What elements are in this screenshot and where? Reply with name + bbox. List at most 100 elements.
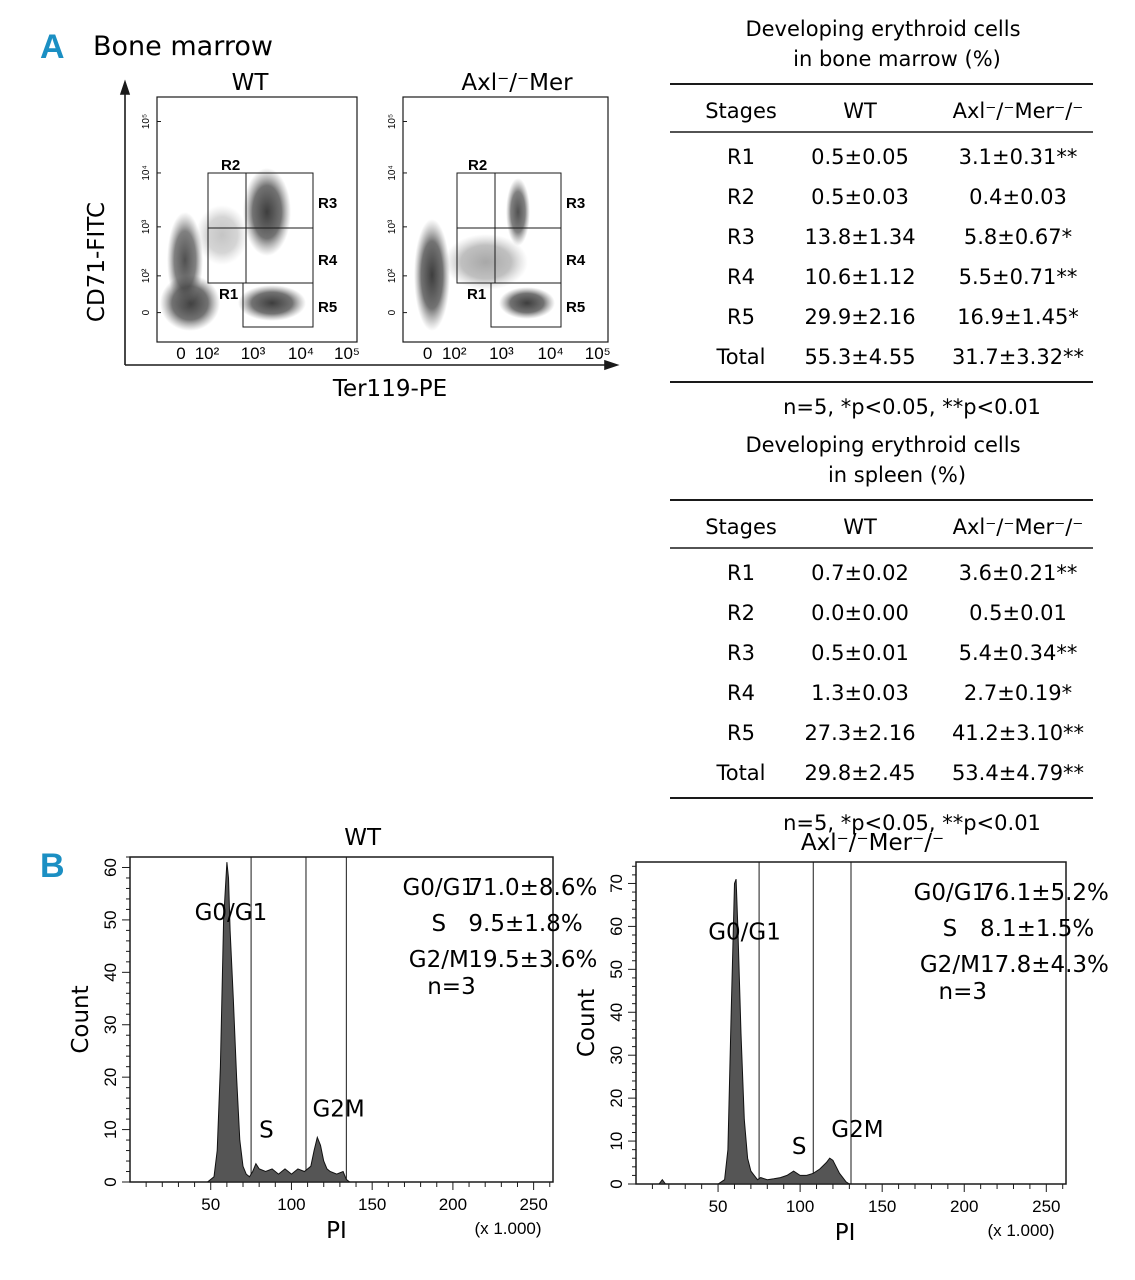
histogram-stat-value: 8.1±1.5% [980, 916, 1094, 942]
table-cell: 53.4±4.79** [952, 761, 1084, 785]
table-cell: 41.2±3.10** [952, 721, 1084, 745]
gate-label: R4 [318, 252, 338, 269]
histogram-y-tick-label: 60 [101, 858, 120, 877]
table-bone-marrow: Developing erythroid cells in bone marrow… [670, 17, 1093, 419]
table-cell: 31.7±3.32** [952, 345, 1084, 369]
table-cell: R5 [727, 721, 755, 745]
histogram-y-tick-label: 0 [607, 1179, 626, 1188]
histogram-y-tick-label: 40 [101, 963, 120, 982]
histogram-x-axis-unit: (x 1.000) [474, 1219, 541, 1238]
gate-label: R1 [467, 286, 486, 303]
table-cell: 29.9±2.16 [804, 305, 915, 329]
table-cell: 0.7±0.02 [811, 561, 909, 585]
flow-x-tick-label: 10⁵ [585, 344, 611, 363]
table-header-cell: Axl⁻/⁻Mer⁻/⁻ [953, 99, 1084, 123]
flow-plot-ko: Axl⁻/⁻Mer R2 R3 R4 R1 R5 [402, 70, 609, 343]
flow-plot-wt-gates [207, 172, 314, 328]
histogram-stat-value: 71.0±8.6% [468, 875, 597, 901]
flow-x-tick-label: 10³ [241, 344, 266, 363]
histogram-area [207, 862, 352, 1183]
flow-y-tick-label: 10⁵ [387, 114, 398, 129]
table-cell: R2 [727, 185, 755, 209]
histogram-x-tick-label: 50 [709, 1197, 728, 1216]
flow-plot-ko-gates [456, 172, 562, 328]
histogram-phase-label: G0/G1 [195, 900, 268, 926]
table-cell: Total [715, 761, 765, 785]
gate-label: R5 [566, 299, 585, 316]
histogram-n: n=3 [427, 974, 475, 1000]
histogram-x-axis-label: PI [835, 1220, 856, 1246]
histogram-frame [129, 856, 554, 1183]
table-cell: 0.5±0.01 [969, 601, 1067, 625]
histogram-y-tick-label: 60 [607, 917, 626, 936]
table-header-cell: WT [843, 99, 877, 123]
histogram-x-tick-label: 100 [277, 1195, 305, 1214]
flow-y-axis-label: CD71-FITC [84, 202, 110, 322]
gate-label: R3 [318, 195, 337, 212]
flow-x-tick-label: 10⁴ [288, 344, 314, 363]
table-cell: R4 [727, 681, 755, 705]
flow-plot-ko-title: Axl⁻/⁻Mer [461, 70, 573, 96]
histogram-y-tick-label: 50 [101, 910, 120, 929]
table-cell: 5.5±0.71** [959, 265, 1078, 289]
table-cell: 3.1±0.31** [959, 145, 1078, 169]
table-title-line2: in spleen (%) [828, 463, 966, 487]
histogram-stat-value: 9.5±1.8% [468, 911, 582, 937]
flow-y-tick-label: 10³ [141, 219, 152, 234]
histogram-y-tick-label: 10 [607, 1132, 626, 1151]
histogram-title: WT [344, 825, 382, 851]
histogram-x-tick-label: 50 [201, 1195, 220, 1214]
histogram-stat-phase: S [431, 911, 446, 937]
table-cell: 13.8±1.34 [804, 225, 915, 249]
histogram-y-tick-label: 40 [607, 1003, 626, 1022]
histogram-x-tick-label: 100 [786, 1197, 814, 1216]
panel-label-a: A [40, 28, 65, 66]
histogram-y-tick-label: 10 [101, 1120, 120, 1139]
histogram-wt: WT 50 100 150 200 250 0 10 20 30 40 50 60 PI (x 1.000)… [68, 825, 597, 1244]
histogram-x-tick-label: 200 [439, 1195, 467, 1214]
flow-y-tick-label: 10⁵ [141, 114, 152, 129]
gate-r5-ko [490, 282, 562, 328]
histogram-phase-label: G2M [831, 1117, 883, 1143]
table-cell: 29.8±2.45 [804, 761, 915, 785]
gate-label: R5 [318, 299, 337, 316]
panel-label-b: B [40, 847, 65, 885]
flow-plot-wt-events [160, 168, 306, 331]
histogram-stat-phase: G2/M [409, 947, 469, 973]
flow-y-tick-label: 10² [387, 268, 398, 283]
gate-label: R2 [221, 157, 240, 174]
histogram-n: n=3 [939, 979, 987, 1005]
table-cell: R1 [727, 561, 755, 585]
histogram-y-axis-label: Count [68, 985, 94, 1053]
table-footnote: n=5, *p<0.05, **p<0.01 [783, 811, 1041, 835]
gate-label: R2 [468, 157, 487, 174]
table-header-cell: WT [843, 515, 877, 539]
flow-plot-wt-title: WT [232, 70, 270, 96]
histogram-stat-phase: G2/M [920, 952, 980, 978]
table-cell: 10.6±1.12 [804, 265, 915, 289]
histogram-x-tick-label: 150 [358, 1195, 386, 1214]
flow-x-axis-label: Ter119-PE [332, 376, 447, 402]
table-cell: 2.7±0.19* [964, 681, 1072, 705]
histogram-y-axis-label: Count [574, 989, 600, 1057]
table-cell: 16.9±1.45* [957, 305, 1079, 329]
histogram-y-tick-label: 50 [607, 960, 626, 979]
table-cell: R3 [727, 641, 755, 665]
table-title-line2: in bone marrow (%) [793, 47, 1001, 71]
flow-plot-ko-gate-labels: R2 R3 R4 R1 R5 [467, 157, 586, 316]
table-header-cell: Stages [705, 99, 777, 123]
table-cell: 5.8±0.67* [964, 225, 1072, 249]
flow-y-tick-label: 0 [141, 309, 152, 315]
flow-y-tick-label: 10³ [387, 219, 398, 234]
table-spleen: Developing erythroid cells in spleen (%) S… [670, 433, 1093, 835]
flow-x-tick-label: 0 [176, 344, 185, 363]
histogram-stat-phase: S [943, 916, 958, 942]
table-cell: 5.4±0.34** [959, 641, 1078, 665]
histogram-phase-label: G2M [312, 1096, 364, 1122]
flow-x-tick-label: 10² [195, 344, 220, 363]
gate-label: R1 [219, 286, 238, 303]
histogram-stat-phase: G0/G1 [914, 880, 987, 906]
table-cell: Total [715, 345, 765, 369]
flow-y-tick-label: 10⁴ [141, 165, 152, 180]
gate-r5-wt [242, 282, 314, 328]
